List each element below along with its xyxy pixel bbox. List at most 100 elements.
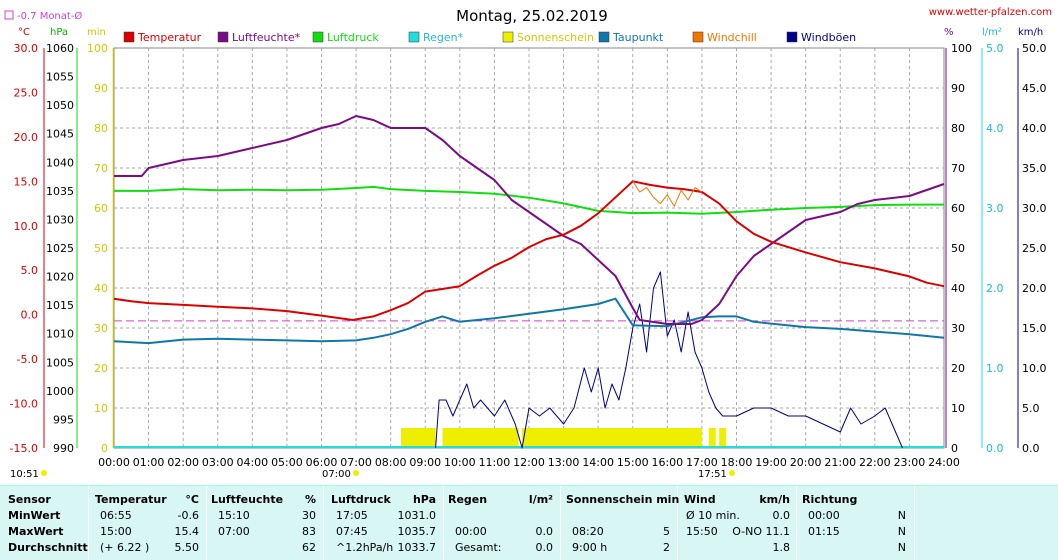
column-divider — [914, 486, 915, 560]
legend-swatch — [502, 31, 514, 43]
legend-label: Windchill — [707, 31, 757, 44]
tick-x: 00:00 — [98, 456, 130, 469]
tick-pct: 40 — [951, 282, 965, 295]
now-sun-icon — [41, 470, 47, 476]
luftfeuchte-time: 15:10 — [218, 509, 250, 522]
tick-temp: 5.0 — [21, 264, 39, 277]
monthly-avg-label: -0.7 Monat-Ø — [17, 10, 82, 22]
regen-value: 0.0 — [535, 525, 554, 538]
unit-pct: % — [944, 27, 954, 38]
tick-pct: 90 — [951, 82, 965, 95]
axis-ticks: 30.0 25.0 20.0 15.0 10.0 5.0 0.0 -5.0 -10.0 -15.0… — [10, 42, 1047, 469]
tick-min: 100 — [87, 42, 108, 55]
tick-wind: 45.0 — [1022, 82, 1047, 95]
sunshine-bar — [708, 428, 716, 448]
site-label: www.wetter-pfalzen.com — [929, 7, 1052, 18]
tick-wind: 30.0 — [1022, 202, 1047, 215]
tick-min: 20 — [94, 362, 108, 375]
tick-x: 11:00 — [479, 456, 511, 469]
temperatur-value: -0.6 — [177, 509, 199, 522]
tick-pct: 30 — [951, 322, 965, 335]
luftdruck-value: 1033.7 — [397, 541, 437, 554]
sunrise-sun-icon — [353, 470, 359, 476]
tick-temp: 0.0 — [21, 309, 39, 322]
unit-rain: l/m² — [982, 27, 1002, 38]
tick-temp: 10.0 — [14, 220, 39, 233]
sunshine-bar — [522, 428, 702, 448]
chart-grid — [43, 47, 1019, 449]
legend-label: Sonnenschein — [517, 31, 594, 44]
regen-time: 00:00 — [455, 525, 487, 538]
temperatur-value: 15.4 — [174, 525, 200, 538]
luftdruck-time: 07:45 — [336, 525, 368, 538]
windchill-line — [632, 181, 703, 207]
tick-temp: -5.0 — [17, 353, 38, 366]
legend-swatch — [312, 31, 324, 43]
luftfeuchte-head: Luftfeuchte — [211, 493, 284, 506]
luftdruck-value: 1031.0 — [397, 509, 437, 522]
tick-wind: 50.0 — [1022, 42, 1047, 55]
luftdruck-head: Luftdruck — [331, 493, 391, 506]
sonne-value: 5 — [663, 525, 670, 538]
tick-pct: 50 — [951, 242, 965, 255]
tick-wind: 5.0 — [1022, 402, 1040, 415]
tick-x: 24:00 — [928, 456, 960, 469]
tick-wind: 10.0 — [1022, 362, 1047, 375]
richtung-value: N — [897, 509, 906, 522]
tick-x: 13:00 — [548, 456, 580, 469]
tick-pct: 60 — [951, 202, 965, 215]
tick-pct: 100 — [951, 42, 972, 55]
tick-min: 90 — [94, 82, 108, 95]
tick-temp: 30.0 — [14, 42, 39, 55]
wind-value: 0.0 — [772, 509, 791, 522]
luftfeuchte-time: 07:00 — [218, 525, 250, 538]
unit-temp: °C — [18, 27, 30, 38]
tick-temp: 25.0 — [14, 86, 39, 99]
tick-press: 1010 — [46, 328, 74, 341]
tick-x: 21:00 — [824, 456, 856, 469]
richtung-value: N — [897, 525, 906, 538]
sensor-row: MinWert — [8, 509, 61, 522]
tick-rain: 3.0 — [986, 202, 1004, 215]
regen-value: 0.0 — [535, 541, 554, 554]
sensor-row: MaxWert — [8, 525, 64, 538]
column-divider — [88, 486, 89, 560]
sunshine-bar — [401, 428, 436, 448]
wind-value: O-NO 11.1 — [732, 525, 790, 538]
tick-pct: 70 — [951, 162, 965, 175]
temperatur-value: 5.50 — [174, 541, 200, 554]
luftfeuchte-value: 62 — [302, 541, 316, 554]
temperatur-head: Temperatur — [95, 493, 167, 506]
sonne-value: 2 — [663, 541, 670, 554]
tick-x: 09:00 — [409, 456, 441, 469]
unit-min: min — [87, 27, 106, 38]
tick-x: 05:00 — [271, 456, 303, 469]
tick-press: 1005 — [46, 356, 74, 369]
temperature-line — [113, 180, 945, 321]
luftdruck-value: 1035.7 — [397, 525, 437, 538]
legend-label: Temperatur — [137, 31, 202, 44]
legend-swatch — [217, 31, 229, 43]
chart-title: Montag, 25.02.2019 — [456, 7, 608, 25]
legend-swatch — [786, 31, 798, 43]
unit-press: hPa — [50, 27, 68, 38]
tick-press: 1050 — [46, 99, 74, 112]
tick-min: 50 — [94, 242, 108, 255]
sensor-head: Sensor — [8, 493, 51, 506]
tick-min: 80 — [94, 122, 108, 135]
tick-x: 02:00 — [167, 456, 199, 469]
tick-pct: 80 — [951, 122, 965, 135]
chart-series — [113, 115, 945, 449]
unit-wind: km/h — [1018, 27, 1043, 38]
sonne-time: 9:00 h — [572, 541, 608, 554]
tick-min: 30 — [94, 322, 108, 335]
column-divider — [677, 486, 678, 560]
dewpoint-line — [113, 297, 945, 345]
tick-press: 1025 — [46, 242, 74, 255]
now-label: 10:51 — [10, 469, 39, 480]
tick-wind: 0.0 — [1022, 442, 1040, 455]
legend-label: Luftfeuchte* — [232, 31, 301, 44]
sensor-row: Durchschnitt — [8, 541, 88, 554]
legend-swatch — [123, 31, 135, 43]
sonne-time: 08:20 — [572, 525, 604, 538]
